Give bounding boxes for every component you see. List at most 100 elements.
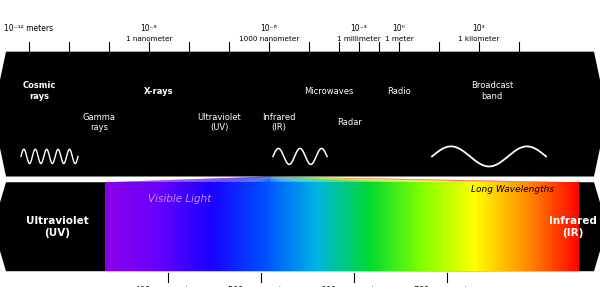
Bar — [252, 182, 253, 271]
Bar — [546, 182, 547, 271]
Bar — [226, 182, 227, 271]
Bar — [352, 182, 353, 271]
Polygon shape — [132, 177, 269, 182]
Polygon shape — [208, 177, 269, 182]
Bar — [298, 182, 299, 271]
Bar — [415, 182, 416, 271]
Bar — [344, 182, 346, 271]
Polygon shape — [121, 177, 269, 182]
Text: Infrared
(IR): Infrared (IR) — [262, 113, 296, 132]
Polygon shape — [269, 177, 424, 182]
Polygon shape — [269, 177, 275, 182]
Polygon shape — [235, 177, 269, 182]
Polygon shape — [269, 177, 503, 182]
Bar — [416, 182, 418, 271]
Polygon shape — [269, 177, 576, 182]
Bar — [360, 182, 361, 271]
Bar — [155, 182, 156, 271]
Bar — [175, 182, 176, 271]
Polygon shape — [220, 177, 269, 182]
Bar — [362, 182, 364, 271]
Polygon shape — [269, 177, 326, 182]
Bar — [313, 182, 314, 271]
Bar — [254, 182, 256, 271]
Bar — [341, 182, 342, 271]
Polygon shape — [269, 177, 379, 182]
Bar — [533, 182, 534, 271]
Bar — [232, 182, 233, 271]
Polygon shape — [269, 177, 339, 182]
Bar — [185, 182, 187, 271]
Polygon shape — [198, 177, 269, 182]
Bar — [552, 182, 553, 271]
Bar — [258, 182, 259, 271]
Bar — [233, 182, 234, 271]
Polygon shape — [269, 177, 472, 182]
Polygon shape — [269, 177, 499, 182]
Bar — [373, 182, 374, 271]
Polygon shape — [269, 177, 277, 182]
Bar — [289, 182, 290, 271]
Bar — [177, 182, 178, 271]
Bar — [343, 182, 344, 271]
Polygon shape — [269, 177, 539, 182]
Polygon shape — [269, 177, 478, 182]
Polygon shape — [269, 177, 344, 182]
Polygon shape — [119, 177, 269, 182]
Text: 1 kilometer: 1 kilometer — [458, 36, 499, 42]
Bar — [193, 182, 194, 271]
Bar — [348, 182, 349, 271]
Polygon shape — [269, 177, 285, 182]
Bar — [518, 182, 520, 271]
Polygon shape — [269, 177, 514, 182]
Bar — [516, 182, 517, 271]
Bar — [389, 182, 391, 271]
Polygon shape — [269, 177, 574, 182]
Text: Infrared
(IR): Infrared (IR) — [549, 216, 597, 238]
Polygon shape — [155, 177, 269, 182]
Bar — [370, 182, 371, 271]
Bar — [305, 182, 307, 271]
Polygon shape — [269, 177, 459, 182]
Polygon shape — [148, 177, 269, 182]
Text: Microwaves: Microwaves — [304, 87, 353, 96]
Polygon shape — [269, 177, 410, 182]
Text: 1 millimeter: 1 millimeter — [337, 36, 380, 42]
Bar — [565, 182, 566, 271]
Polygon shape — [269, 177, 572, 182]
Polygon shape — [222, 177, 269, 182]
Polygon shape — [215, 177, 269, 182]
Bar — [478, 182, 479, 271]
Polygon shape — [269, 177, 435, 182]
Polygon shape — [269, 177, 352, 182]
Polygon shape — [125, 177, 269, 182]
Bar — [409, 182, 410, 271]
Polygon shape — [269, 177, 389, 182]
Polygon shape — [269, 177, 559, 182]
Polygon shape — [269, 177, 350, 182]
Bar — [228, 182, 229, 271]
Bar — [315, 182, 316, 271]
Polygon shape — [269, 177, 295, 182]
Polygon shape — [239, 177, 269, 182]
Bar — [293, 182, 295, 271]
Bar — [337, 182, 338, 271]
Bar — [166, 182, 167, 271]
Bar — [383, 182, 385, 271]
Bar — [301, 182, 302, 271]
Bar — [169, 182, 170, 271]
Polygon shape — [269, 177, 443, 182]
Bar — [245, 182, 246, 271]
Polygon shape — [105, 177, 269, 182]
Bar — [368, 182, 369, 271]
Text: Visible Light: Visible Light — [148, 194, 212, 204]
Bar — [495, 182, 496, 271]
Bar — [310, 182, 311, 271]
Polygon shape — [181, 177, 269, 182]
Bar — [214, 182, 215, 271]
Text: 1 nanometer: 1 nanometer — [125, 36, 172, 42]
Polygon shape — [269, 177, 563, 182]
Polygon shape — [269, 177, 469, 182]
Polygon shape — [269, 177, 544, 182]
Bar — [394, 182, 395, 271]
